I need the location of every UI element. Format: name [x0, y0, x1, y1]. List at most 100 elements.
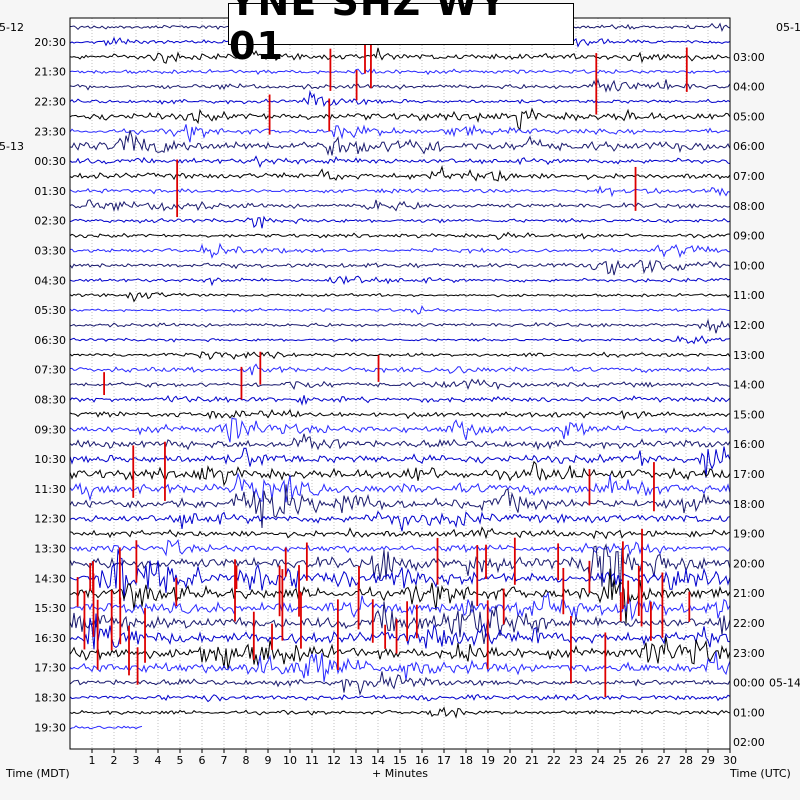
x-tick-label: 20: [503, 754, 517, 767]
seismic-trace: [69, 636, 731, 670]
seismic-trace: [69, 526, 731, 540]
left-time-label: 03:30: [34, 245, 66, 258]
left-time-label: 08:30: [34, 394, 66, 407]
seismic-trace: [69, 185, 731, 198]
right-time-label: 01:00: [733, 706, 765, 719]
seismic-trace: [69, 394, 731, 407]
seismic-trace: [69, 472, 731, 503]
right-time-label: 09:00: [733, 230, 765, 243]
right-time-label: 00:00: [733, 677, 765, 690]
seismic-trace: [69, 510, 731, 532]
right-time-label: 02:00: [733, 736, 765, 749]
left-time-label: 11:30: [34, 483, 66, 496]
left-time-label: 21:30: [34, 66, 66, 79]
seismic-trace: [70, 242, 731, 259]
left-time-label: 00:30: [34, 155, 66, 168]
x-axis-label: + Minutes: [372, 767, 428, 780]
left-time-label: 19:30: [34, 721, 66, 734]
right-date-label: 05-14: [769, 677, 800, 690]
right-date-label: 05-1: [776, 21, 800, 34]
x-tick-label: 10: [283, 754, 297, 767]
seismic-trace: [69, 123, 731, 143]
seismic-trace: [69, 538, 731, 557]
seismic-trace: [69, 68, 731, 76]
seismic-trace: [69, 408, 731, 420]
chart-title: YNE SHZ WY 01: [228, 0, 574, 68]
left-time-label: 23:30: [34, 125, 66, 138]
x-tick-label: 15: [393, 754, 407, 767]
x-tick-label: 21: [525, 754, 539, 767]
seismic-trace: [69, 335, 731, 345]
seismic-trace: [69, 725, 143, 730]
right-time-label: 12:00: [733, 319, 765, 332]
seismic-trace: [69, 363, 731, 376]
right-time-label: 06:00: [733, 140, 765, 153]
seismic-trace: [69, 693, 731, 703]
x-tick-label: 16: [415, 754, 429, 767]
seismic-trace: [69, 671, 731, 696]
x-tick-label: 4: [155, 754, 162, 767]
x-tick-label: 30: [723, 754, 737, 767]
x-tick-label: 19: [481, 754, 495, 767]
right-time-label: 03:00: [733, 51, 765, 64]
seismic-trace: [69, 291, 731, 303]
left-time-label: 05:30: [34, 304, 66, 317]
left-time-label: 13:30: [34, 543, 66, 556]
left-time-label: 16:30: [34, 632, 66, 645]
right-time-label: 08:00: [733, 200, 765, 213]
right-time-label: 22:00: [733, 617, 765, 630]
right-time-label: 17:00: [733, 468, 765, 481]
left-date-label: 05-13: [0, 140, 24, 153]
left-time-label: 02:30: [34, 215, 66, 228]
seismic-trace: [69, 613, 731, 650]
seismic-trace: [69, 47, 731, 64]
x-tick-label: 17: [437, 754, 451, 767]
left-date-label: 05-12: [0, 21, 24, 34]
x-tick-label: 23: [569, 754, 583, 767]
seismic-trace: [69, 107, 731, 132]
seismic-trace: [69, 318, 731, 334]
right-time-label: 19:00: [733, 528, 765, 541]
x-tick-label: 26: [635, 754, 649, 767]
right-time-label: 10:00: [733, 259, 765, 272]
left-time-label: 09:30: [34, 423, 66, 436]
seismic-trace: [69, 130, 731, 156]
seismic-trace: [69, 600, 731, 644]
seismic-trace: [69, 651, 731, 682]
right-axis-label: Time (UTC): [729, 767, 791, 780]
right-time-label: 21:00: [733, 587, 765, 600]
left-time-label: 07:30: [34, 364, 66, 377]
seismic-trace: [69, 215, 731, 229]
x-tick-label: 8: [243, 754, 250, 767]
right-time-label: 23:00: [733, 647, 765, 660]
seismic-trace: [69, 199, 731, 212]
left-time-label: 18:30: [34, 692, 66, 705]
seismic-trace: [69, 433, 731, 451]
right-time-label: 07:00: [733, 170, 765, 183]
x-tick-label: 24: [591, 754, 605, 767]
x-tick-label: 9: [265, 754, 272, 767]
x-tick-label: 11: [305, 754, 319, 767]
right-time-label: 16:00: [733, 438, 765, 451]
seismic-trace: [69, 446, 731, 478]
seismic-trace: [69, 78, 731, 93]
seismic-trace: [69, 706, 731, 719]
right-time-label: 14:00: [733, 379, 765, 392]
left-time-label: 20:30: [34, 36, 66, 49]
seismic-trace: [69, 305, 731, 315]
x-tick-label: 7: [221, 754, 228, 767]
x-tick-label: 13: [349, 754, 363, 767]
left-time-label: 10:30: [34, 453, 66, 466]
right-time-label: 15:00: [733, 408, 765, 421]
seismic-trace: [69, 155, 731, 169]
left-time-label: 01:30: [34, 185, 66, 198]
right-time-label: 04:00: [733, 81, 765, 94]
left-time-label: 04:30: [34, 274, 66, 287]
left-time-label: 14:30: [34, 572, 66, 585]
x-tick-label: 28: [679, 754, 693, 767]
x-tick-label: 5: [177, 754, 184, 767]
x-tick-label: 29: [701, 754, 715, 767]
right-time-label: 11:00: [733, 289, 765, 302]
left-time-label: 15:30: [34, 602, 66, 615]
